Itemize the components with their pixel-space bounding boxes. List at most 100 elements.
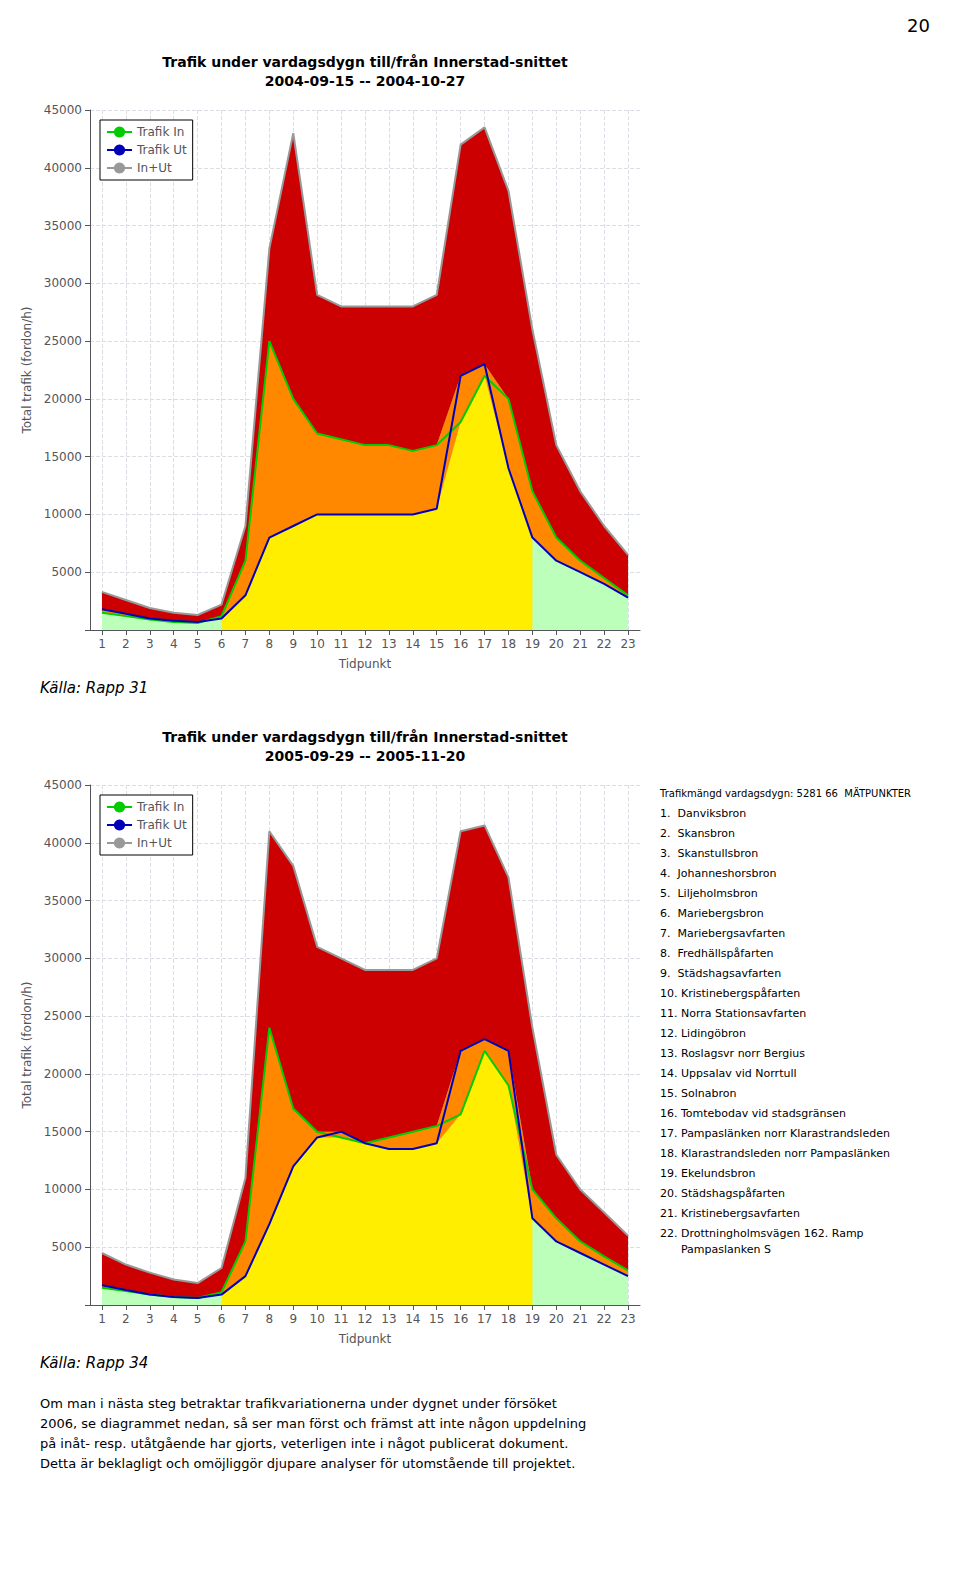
svg-text:3. Skanstullsbron: 3. Skanstullsbron <box>660 847 758 860</box>
svg-text:20000: 20000 <box>44 1067 82 1081</box>
svg-text:35000: 35000 <box>44 894 82 908</box>
svg-text:3: 3 <box>146 637 154 651</box>
svg-text:18: 18 <box>501 1312 516 1326</box>
svg-text:10: 10 <box>310 637 325 651</box>
svg-text:9. Städshagsavfarten: 9. Städshagsavfarten <box>660 967 781 980</box>
svg-text:Total trafik (fordon/h): Total trafik (fordon/h) <box>20 981 34 1109</box>
svg-text:45000: 45000 <box>44 103 82 117</box>
svg-text:15000: 15000 <box>44 450 82 464</box>
svg-text:på inåt- resp. utåtgående har: på inåt- resp. utåtgående har gjorts, ve… <box>40 1436 568 1451</box>
svg-text:19: 19 <box>525 637 540 651</box>
svg-text:8. Fredhällspåfarten: 8. Fredhällspåfarten <box>660 947 774 960</box>
svg-text:Detta är beklagligt och omöjli: Detta är beklagligt och omöjliggör djupa… <box>40 1456 575 1471</box>
svg-text:25000: 25000 <box>44 1009 82 1023</box>
svg-text:45000: 45000 <box>44 778 82 792</box>
svg-text:4: 4 <box>170 637 178 651</box>
svg-text:21: 21 <box>573 1312 588 1326</box>
svg-text:15. Solnabron: 15. Solnabron <box>660 1087 736 1100</box>
svg-text:2: 2 <box>122 637 130 651</box>
svg-text:Trafik under vardagsdygn till/: Trafik under vardagsdygn till/från Inner… <box>162 729 568 745</box>
svg-text:22: 22 <box>596 1312 611 1326</box>
svg-text:5. Liljeholmsbron: 5. Liljeholmsbron <box>660 887 758 900</box>
svg-text:7: 7 <box>242 1312 250 1326</box>
svg-text:4. Johanneshorsbron: 4. Johanneshorsbron <box>660 867 777 880</box>
svg-text:Trafik Ut: Trafik Ut <box>136 143 187 157</box>
svg-text:20: 20 <box>549 637 564 651</box>
svg-text:3: 3 <box>146 1312 154 1326</box>
svg-text:20: 20 <box>549 1312 564 1326</box>
svg-text:16: 16 <box>453 1312 468 1326</box>
svg-text:14: 14 <box>405 637 420 651</box>
svg-text:Trafik In: Trafik In <box>136 800 184 814</box>
svg-text:1: 1 <box>98 637 106 651</box>
svg-text:2006, se diagrammet nedan, så: 2006, se diagrammet nedan, så ser man fö… <box>40 1416 586 1431</box>
svg-text:Trafik In: Trafik In <box>136 125 184 139</box>
svg-text:Om man i nästa steg betraktar: Om man i nästa steg betraktar trafikvari… <box>40 1396 557 1411</box>
svg-text:12. Lidingöbron: 12. Lidingöbron <box>660 1027 746 1040</box>
svg-text:25000: 25000 <box>44 334 82 348</box>
svg-text:Trafikmängd vardagsdygn: 5281: Trafikmängd vardagsdygn: 5281 66 MÄTPUNK… <box>659 787 911 799</box>
svg-text:40000: 40000 <box>44 836 82 850</box>
svg-text:Trafik under vardagsdygn till/: Trafik under vardagsdygn till/från Inner… <box>162 54 568 70</box>
svg-text:In+Ut: In+Ut <box>137 836 172 850</box>
svg-text:13: 13 <box>381 1312 396 1326</box>
svg-text:18. Klarastrandsleden norr Pam: 18. Klarastrandsleden norr Pampaslänken <box>660 1147 890 1160</box>
svg-text:23: 23 <box>620 637 635 651</box>
svg-text:Total trafik (fordon/h): Total trafik (fordon/h) <box>20 306 34 434</box>
svg-text:9: 9 <box>289 637 297 651</box>
svg-text:1: 1 <box>98 1312 106 1326</box>
svg-text:Källa: Rapp 31: Källa: Rapp 31 <box>40 679 148 697</box>
svg-text:15000: 15000 <box>44 1125 82 1139</box>
svg-text:18: 18 <box>501 637 516 651</box>
svg-text:In+Ut: In+Ut <box>137 161 172 175</box>
svg-text:19. Ekelundsbron: 19. Ekelundsbron <box>660 1167 755 1180</box>
svg-text:15: 15 <box>429 1312 444 1326</box>
svg-text:17: 17 <box>477 1312 492 1326</box>
svg-text:6: 6 <box>218 1312 226 1326</box>
svg-text:23: 23 <box>620 1312 635 1326</box>
svg-text:5000: 5000 <box>51 565 82 579</box>
svg-text:30000: 30000 <box>44 276 82 290</box>
svg-text:10: 10 <box>310 1312 325 1326</box>
svg-text:17: 17 <box>477 637 492 651</box>
svg-text:14. Uppsalav vid Norrtull: 14. Uppsalav vid Norrtull <box>660 1067 797 1080</box>
svg-text:5: 5 <box>194 1312 202 1326</box>
svg-text:6. Mariebergsbron: 6. Mariebergsbron <box>660 907 764 920</box>
svg-text:5: 5 <box>194 637 202 651</box>
svg-text:15: 15 <box>429 637 444 651</box>
svg-text:30000: 30000 <box>44 951 82 965</box>
svg-text:6: 6 <box>218 637 226 651</box>
svg-text:13. Roslagsvr norr Bergius: 13. Roslagsvr norr Bergius <box>660 1047 805 1060</box>
svg-text:2: 2 <box>122 1312 130 1326</box>
svg-text:4: 4 <box>170 1312 178 1326</box>
svg-text:21: 21 <box>573 637 588 651</box>
svg-text:35000: 35000 <box>44 219 82 233</box>
svg-text:21. Kristinebergsavfarten: 21. Kristinebergsavfarten <box>660 1207 800 1220</box>
svg-text:Trafik Ut: Trafik Ut <box>136 818 187 832</box>
svg-text:10000: 10000 <box>44 507 82 521</box>
svg-text:7. Mariebergsavfarten: 7. Mariebergsavfarten <box>660 927 785 940</box>
svg-text:11. Norra Stationsavfarten: 11. Norra Stationsavfarten <box>660 1007 806 1020</box>
svg-text:Tidpunkt: Tidpunkt <box>338 657 392 671</box>
svg-text:2005-09-29 -- 2005-11-20: 2005-09-29 -- 2005-11-20 <box>265 748 466 764</box>
svg-text:8: 8 <box>266 637 274 651</box>
svg-text:20000: 20000 <box>44 392 82 406</box>
svg-text:20: 20 <box>907 15 930 36</box>
svg-text:8: 8 <box>266 1312 274 1326</box>
svg-text:12: 12 <box>357 1312 372 1326</box>
svg-text:16. Tomtebodav vid stadsgränse: 16. Tomtebodav vid stadsgränsen <box>660 1107 846 1120</box>
svg-text:22. Drottningholmsvägen 162. R: 22. Drottningholmsvägen 162. Ramp <box>660 1227 864 1240</box>
svg-text:20. Städshagspåfarten: 20. Städshagspåfarten <box>660 1187 785 1200</box>
svg-text:5000: 5000 <box>51 1240 82 1254</box>
svg-text:Tidpunkt: Tidpunkt <box>338 1332 392 1346</box>
svg-text:12: 12 <box>357 637 372 651</box>
svg-text:Pampaslanken S: Pampaslanken S <box>660 1243 771 1256</box>
svg-text:Källa: Rapp 34: Källa: Rapp 34 <box>40 1354 148 1372</box>
svg-text:1. Danviksbron: 1. Danviksbron <box>660 807 746 820</box>
svg-text:22: 22 <box>596 637 611 651</box>
svg-text:11: 11 <box>333 1312 348 1326</box>
svg-text:10. Kristinebergspåfarten: 10. Kristinebergspåfarten <box>660 987 800 1000</box>
svg-text:14: 14 <box>405 1312 420 1326</box>
svg-text:10000: 10000 <box>44 1182 82 1196</box>
svg-text:13: 13 <box>381 637 396 651</box>
